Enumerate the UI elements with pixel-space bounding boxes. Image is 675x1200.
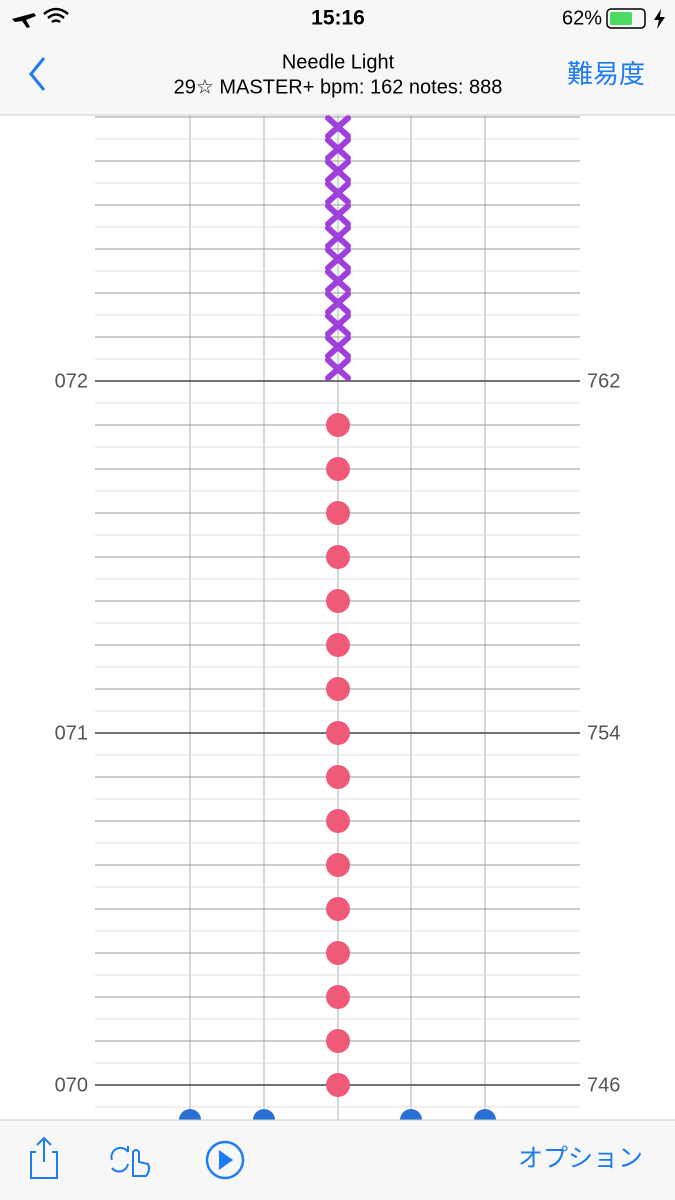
- options-button[interactable]: オプション: [518, 1145, 643, 1173]
- toolbar-bg: [0, 1120, 675, 1200]
- notes: [179, 115, 496, 1131]
- charging-icon: [654, 9, 665, 29]
- tap-note: [326, 985, 350, 1009]
- flick-note: [325, 291, 351, 315]
- header-bg: [0, 0, 675, 115]
- tap-note: [326, 809, 350, 833]
- loop-touch-button[interactable]: [110, 1146, 151, 1177]
- combo-label: 754: [587, 722, 620, 744]
- combo-label: 762: [587, 370, 620, 392]
- flick-note: [325, 137, 351, 161]
- song-title: Needle Light: [282, 51, 395, 73]
- tap-note: [326, 501, 350, 525]
- play-icon: [219, 1150, 233, 1170]
- airplane-icon: [12, 13, 36, 28]
- battery-level: [610, 12, 632, 25]
- tap-note: [326, 1029, 350, 1053]
- measure-label: 072: [55, 370, 88, 392]
- difficulty-button[interactable]: 難易度: [567, 59, 645, 89]
- tap-note: [326, 941, 350, 965]
- flick-note: [325, 313, 351, 337]
- tap-note: [326, 853, 350, 877]
- flick-note: [325, 203, 351, 227]
- flick-note: [325, 357, 351, 381]
- tap-note: [326, 1073, 350, 1097]
- wifi-icon: [43, 7, 69, 24]
- tap-note: [326, 413, 350, 437]
- measure-label: 071: [55, 722, 88, 744]
- flick-note: [325, 225, 351, 249]
- tap-note: [326, 677, 350, 701]
- battery-frame: [606, 8, 646, 29]
- song-info: 29☆ MASTER+ bpm: 162 notes: 888: [174, 76, 503, 98]
- flick-note: [325, 115, 351, 139]
- flick-note: [325, 247, 351, 271]
- flick-note: [325, 335, 351, 359]
- tap-note: [326, 633, 350, 657]
- tap-note: [326, 589, 350, 613]
- chart-grid: [95, 115, 580, 1120]
- tap-note: [326, 457, 350, 481]
- battery-percent: 62%: [562, 7, 602, 29]
- tap-note: [326, 545, 350, 569]
- back-button[interactable]: [29, 57, 46, 91]
- flick-note: [325, 159, 351, 183]
- status-time: 15:16: [311, 7, 365, 30]
- flick-note: [325, 269, 351, 293]
- measure-label: 070: [55, 1074, 88, 1096]
- share-button[interactable]: [30, 1136, 58, 1179]
- play-button[interactable]: [205, 1140, 245, 1180]
- tap-note: [326, 721, 350, 745]
- tap-note: [326, 897, 350, 921]
- flick-note: [325, 181, 351, 205]
- combo-label: 746: [587, 1074, 620, 1096]
- tap-note: [326, 765, 350, 789]
